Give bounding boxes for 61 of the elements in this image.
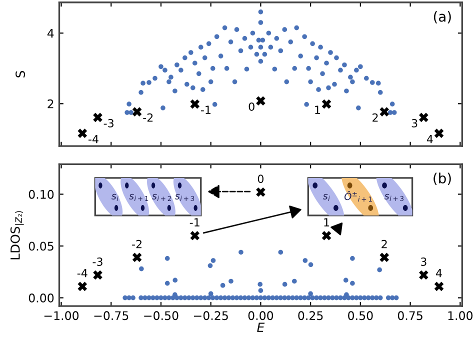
- point: [256, 96, 266, 106]
- x-tick-label: −0.50: [144, 311, 178, 320]
- annotation: -1: [200, 106, 210, 114]
- x-tick-label: 0.25: [298, 311, 323, 320]
- point: [78, 128, 88, 138]
- point: [132, 252, 142, 262]
- point: [93, 112, 102, 122]
- point: [434, 128, 444, 138]
- point: [93, 270, 102, 280]
- y-tick-label: 0.10: [28, 190, 54, 199]
- annotation: (b): [434, 172, 451, 186]
- x-tick-label: 0.75: [398, 311, 422, 320]
- point: [418, 112, 428, 122]
- x-tick-label: −0.75: [94, 311, 128, 320]
- y-axis-title: LDOS$_{|Z₂⟩}$: [10, 210, 24, 260]
- x-tick-label: 0.50: [348, 311, 373, 320]
- annotation: 0: [248, 102, 254, 111]
- annotation: -3: [104, 119, 114, 128]
- point: [380, 107, 390, 116]
- y-tick-label: 2: [48, 99, 54, 108]
- point: [380, 252, 390, 262]
- annotation: s$_{i+2}$: [152, 194, 172, 201]
- annotation: s$_{i+3}$: [384, 194, 404, 202]
- annotation: s$_{i+1}$: [129, 194, 148, 201]
- annotation: -2: [143, 113, 153, 122]
- point: [132, 107, 142, 116]
- annotation: 3: [420, 258, 426, 266]
- annotation: s$_{i}$: [112, 194, 118, 201]
- point: [190, 99, 200, 109]
- annotation: 2: [372, 113, 378, 122]
- annotation: -4: [88, 135, 98, 144]
- annotation: s$_{i+3}$: [175, 194, 194, 202]
- annotation: -2: [132, 240, 142, 248]
- x-tick-label: 0.00: [248, 311, 274, 320]
- y-tick-label: 4: [47, 28, 54, 38]
- point: [322, 230, 332, 240]
- annotation: 0: [258, 174, 264, 184]
- point: [78, 282, 88, 292]
- annotation: 3: [412, 119, 418, 128]
- point: [434, 282, 444, 292]
- y-tick-label: 0.00: [28, 294, 54, 302]
- point: [418, 270, 428, 280]
- annotation: 4: [426, 135, 433, 144]
- annotation: (a): [434, 11, 451, 24]
- annotation: -1: [190, 218, 200, 226]
- annotation: 1: [315, 106, 320, 114]
- annotation: -4: [77, 269, 88, 278]
- annotation: -3: [92, 258, 102, 266]
- annotation: s$_{i}$: [322, 194, 330, 201]
- annotation: 2: [382, 240, 387, 248]
- y-tick-label: 0.05: [28, 242, 54, 251]
- x-axis-title: E: [257, 322, 265, 332]
- point: [256, 187, 266, 197]
- point: [190, 230, 200, 240]
- point: [322, 99, 332, 109]
- y-axis-title: S: [16, 70, 26, 78]
- annotation: 1: [324, 218, 330, 226]
- x-tick-label: −1.00: [44, 311, 79, 320]
- x-tick-label: 1.00: [448, 311, 473, 320]
- annotation: 4: [436, 269, 442, 278]
- x-tick-label: −0.25: [194, 311, 228, 320]
